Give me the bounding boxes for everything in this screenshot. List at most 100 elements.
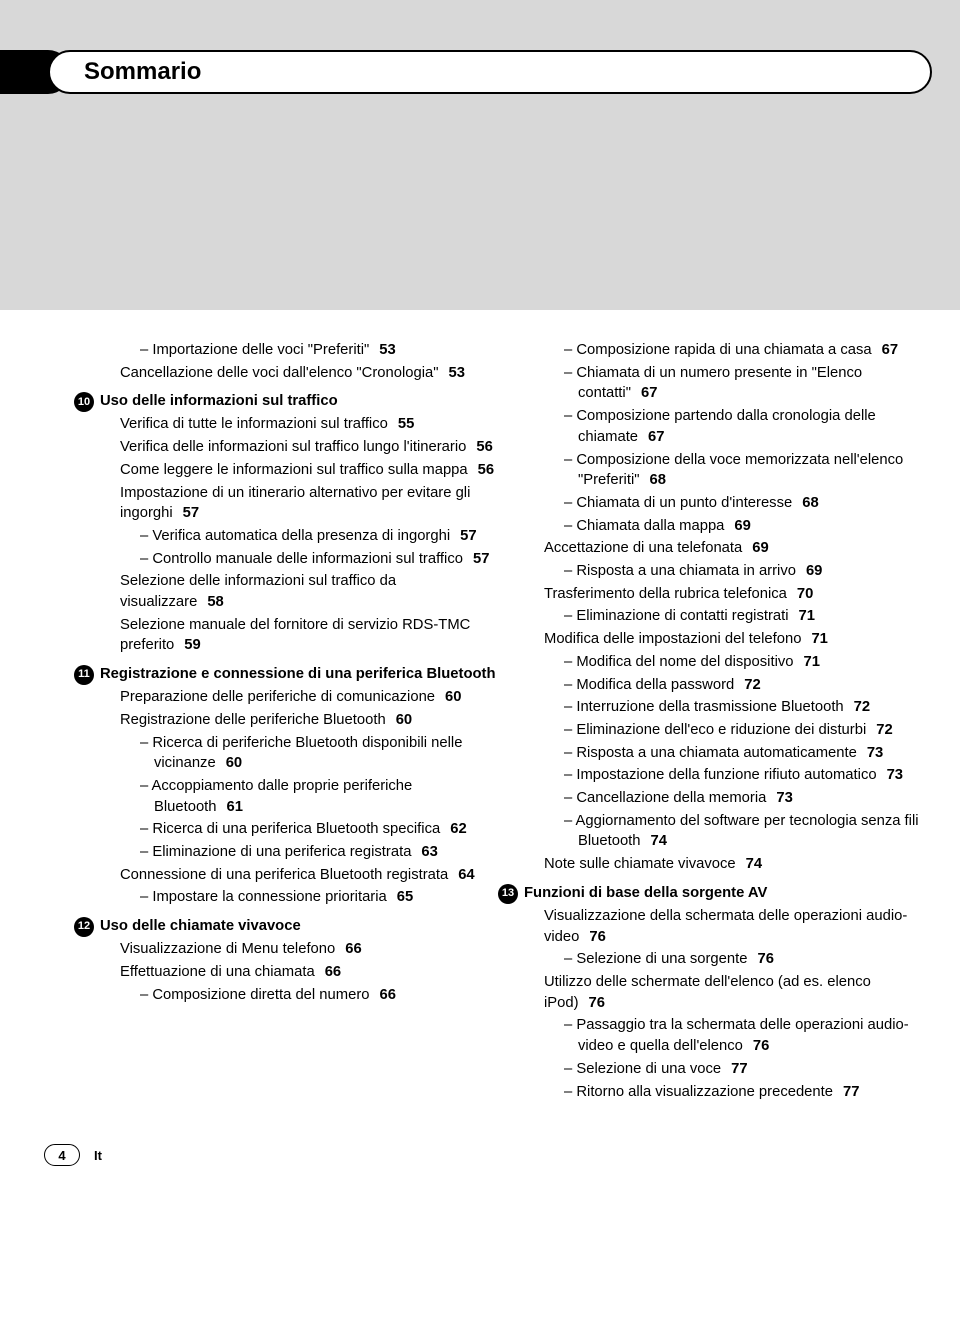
toc-entry: Controllo manuale delle informazioni sul… <box>100 549 496 570</box>
toc-entry-text: Come leggere le informazioni sul traffic… <box>120 462 468 478</box>
toc-entry: Connessione di una periferica Bluetooth … <box>100 865 496 886</box>
toc-page-ref: 77 <box>843 1084 859 1100</box>
toc-entry: Registrazione delle periferiche Bluetoot… <box>100 710 496 731</box>
toc-chapter: 11Registrazione e connessione di una per… <box>74 664 496 685</box>
toc-entry-text: Ricerca di una periferica Bluetooth spec… <box>152 821 440 837</box>
toc-entry: Effettuazione di una chiamata66 <box>100 962 496 983</box>
toc-entry: Eliminazione di contatti registrati71 <box>524 606 920 627</box>
toc-entry-text: Risposta a una chiamata in arrivo <box>576 563 796 579</box>
toc-entry: Chiamata di un punto d'interesse68 <box>524 493 920 514</box>
toc-page-ref: 65 <box>397 889 413 905</box>
toc-entry: Accoppiamento dalle proprie periferiche … <box>100 776 496 817</box>
toc-entry-text: Chiamata dalla mappa <box>576 518 724 534</box>
toc-page-ref: 73 <box>887 767 903 783</box>
toc-page-ref: 69 <box>734 518 750 534</box>
toc-page-ref: 77 <box>731 1061 747 1077</box>
toc-entry: Risposta a una chiamata automaticamente7… <box>524 743 920 764</box>
toc-entry: Modifica del nome del dispositivo71 <box>524 652 920 673</box>
toc-entry-text: Chiamata di un numero presente in "Elenc… <box>576 365 862 402</box>
toc-column-left: Importazione delle voci "Preferiti"53Can… <box>100 340 496 1104</box>
toc-page-ref: 63 <box>421 844 437 860</box>
toc-entry-text: Accoppiamento dalle proprie periferiche … <box>152 778 413 815</box>
toc-page-ref: 64 <box>458 867 474 883</box>
toc-entry: Cancellazione della memoria73 <box>524 788 920 809</box>
toc-entry: Verifica automatica della presenza di in… <box>100 526 496 547</box>
toc-entry-text: Controllo manuale delle informazioni sul… <box>152 551 463 567</box>
toc-entry: Impostazione della funzione rifiuto auto… <box>524 765 920 786</box>
toc-page-ref: 71 <box>811 631 827 647</box>
toc-entry-text: Passaggio tra la schermata delle operazi… <box>576 1017 908 1054</box>
toc-page-ref: 57 <box>183 505 199 521</box>
toc-page-ref: 67 <box>648 429 664 445</box>
toc-page-ref: 62 <box>450 821 466 837</box>
toc-page-ref: 66 <box>379 987 395 1003</box>
toc-entry: Selezione manuale del fornitore di servi… <box>100 615 496 656</box>
toc-entry-text: Eliminazione di contatti registrati <box>576 608 788 624</box>
toc-entry: Verifica di tutte le informazioni sul tr… <box>100 414 496 435</box>
toc-column-right: Composizione rapida di una chiamata a ca… <box>524 340 920 1104</box>
toc-entry: Ricerca di una periferica Bluetooth spec… <box>100 819 496 840</box>
toc-page-ref: 76 <box>753 1038 769 1054</box>
toc-entry: Cancellazione delle voci dall'elenco "Cr… <box>100 363 496 384</box>
toc-entry: Chiamata dalla mappa 69 <box>524 516 920 537</box>
toc-page-ref: 66 <box>325 964 341 980</box>
toc-entry-text: Verifica di tutte le informazioni sul tr… <box>120 416 388 432</box>
toc-entry: Passaggio tra la schermata delle operazi… <box>524 1015 920 1056</box>
chapter-number-badge: 10 <box>74 392 94 412</box>
toc-entry-text: Connessione di una periferica Bluetooth … <box>120 867 448 883</box>
toc-entry: Come leggere le informazioni sul traffic… <box>100 460 496 481</box>
toc-chapter: 13Funzioni di base della sorgente AV <box>498 883 920 904</box>
toc-entry: Preparazione delle periferiche di comuni… <box>100 687 496 708</box>
toc-page-ref: 58 <box>207 594 223 610</box>
toc-entry: Selezione di una sorgente76 <box>524 949 920 970</box>
toc-page-ref: 67 <box>641 385 657 401</box>
toc-entry: Composizione diretta del numero 66 <box>100 985 496 1006</box>
toc-entry-text: Impostazione della funzione rifiuto auto… <box>576 767 876 783</box>
toc-page-ref: 53 <box>449 365 465 381</box>
toc-page-ref: 76 <box>589 995 605 1011</box>
header-band: Sommario <box>0 0 960 310</box>
toc-entry: Visualizzazione di Menu telefono66 <box>100 939 496 960</box>
toc-entry-text: Composizione partendo dalla cronologia d… <box>576 408 875 445</box>
toc-entry-text: Impostare la connessione prioritaria <box>152 889 386 905</box>
toc-entry: Composizione partendo dalla cronologia d… <box>524 406 920 447</box>
toc-entry: Modifica delle impostazioni del telefono… <box>524 629 920 650</box>
toc-page-ref: 76 <box>589 929 605 945</box>
toc-page-ref: 60 <box>396 712 412 728</box>
toc-entry: Interruzione della trasmissione Bluetoot… <box>524 697 920 718</box>
toc-entry: Selezione delle informazioni sul traffic… <box>100 571 496 612</box>
toc-entry-text: Composizione della voce memorizzata nell… <box>576 452 903 489</box>
toc-content: Importazione delle voci "Preferiti"53Can… <box>0 310 960 1134</box>
toc-entry: Selezione di una voce77 <box>524 1059 920 1080</box>
toc-entry: Importazione delle voci "Preferiti"53 <box>100 340 496 361</box>
chapter-title: Registrazione e connessione di una perif… <box>100 664 496 685</box>
toc-page-ref: 61 <box>227 799 243 815</box>
toc-page-ref: 59 <box>184 637 200 653</box>
toc-entry-text: Selezione delle informazioni sul traffic… <box>120 573 396 610</box>
toc-entry: Aggiornamento del software per tecnologi… <box>524 811 920 852</box>
toc-page-ref: 72 <box>744 677 760 693</box>
toc-entry: Composizione rapida di una chiamata a ca… <box>524 340 920 361</box>
toc-page-ref: 68 <box>650 472 666 488</box>
toc-entry-text: Composizione diretta del numero <box>152 987 369 1003</box>
toc-entry-text: Eliminazione dell'eco e riduzione dei di… <box>576 722 866 738</box>
toc-entry-text: Registrazione delle periferiche Bluetoot… <box>120 712 386 728</box>
chapter-number-badge: 13 <box>498 884 518 904</box>
toc-entry-text: Interruzione della trasmissione Bluetoot… <box>576 699 843 715</box>
toc-entry: Verifica delle informazioni sul traffico… <box>100 437 496 458</box>
toc-entry-text: Accettazione di una telefonata <box>544 540 742 556</box>
toc-entry-text: Eliminazione di una periferica registrat… <box>152 844 411 860</box>
toc-entry-text: Aggiornamento del software per tecnologi… <box>576 813 919 850</box>
toc-entry-text: Chiamata di un punto d'interesse <box>576 495 792 511</box>
toc-entry-text: Note sulle chiamate vivavoce <box>544 856 736 872</box>
toc-page-ref: 69 <box>806 563 822 579</box>
toc-entry-text: Trasferimento della rubrica telefonica <box>544 586 787 602</box>
toc-page-ref: 57 <box>460 528 476 544</box>
toc-page-ref: 67 <box>882 342 898 358</box>
toc-page-ref: 71 <box>803 654 819 670</box>
toc-entry: Trasferimento della rubrica telefonica70 <box>524 584 920 605</box>
toc-entry-text: Modifica delle impostazioni del telefono <box>544 631 801 647</box>
footer: 4 It <box>0 1134 960 1186</box>
toc-entry: Modifica della password72 <box>524 675 920 696</box>
toc-page-ref: 55 <box>398 416 414 432</box>
